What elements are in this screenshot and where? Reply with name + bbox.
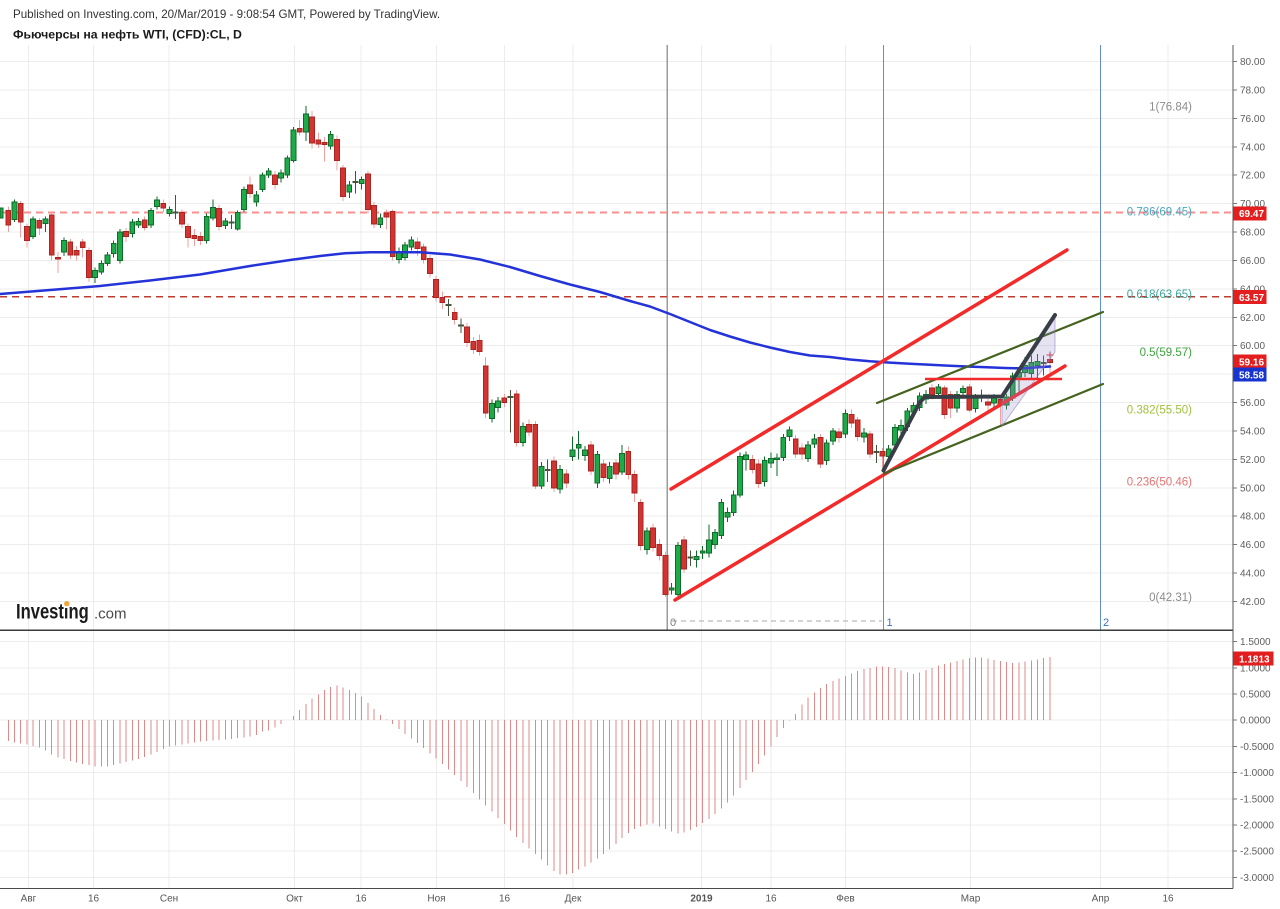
svg-text:68.00: 68.00: [1240, 228, 1265, 239]
svg-text:-0.5000: -0.5000: [1240, 742, 1274, 753]
svg-text:-2.5000: -2.5000: [1240, 847, 1274, 858]
svg-text:16: 16: [1162, 894, 1174, 905]
svg-text:64.00: 64.00: [1240, 284, 1265, 295]
svg-text:0.382(55.50): 0.382(55.50): [1127, 405, 1192, 417]
svg-text:54.00: 54.00: [1240, 427, 1265, 438]
svg-text:Published on Investing.com, 20: Published on Investing.com, 20/Mar/2019 …: [13, 8, 440, 21]
svg-text:66.00: 66.00: [1240, 256, 1265, 267]
svg-text:44.00: 44.00: [1240, 569, 1265, 580]
svg-text:0.618(63.65): 0.618(63.65): [1127, 289, 1192, 301]
svg-text:0.236(50.46): 0.236(50.46): [1127, 476, 1192, 488]
svg-text:Фев: Фев: [836, 894, 854, 905]
svg-text:1: 1: [887, 617, 893, 629]
svg-text:0.5000: 0.5000: [1240, 690, 1271, 701]
svg-text:-2.0000: -2.0000: [1240, 821, 1274, 832]
svg-text:Фьючерсы на нефть WTI, (CFD):C: Фьючерсы на нефть WTI, (CFD):CL, D: [13, 28, 242, 42]
svg-text:Апр: Апр: [1092, 894, 1110, 905]
svg-text:0.786(69.45): 0.786(69.45): [1127, 206, 1192, 218]
svg-text:1.5000: 1.5000: [1240, 637, 1271, 648]
svg-text:.com: .com: [94, 606, 127, 623]
svg-text:52.00: 52.00: [1240, 455, 1265, 466]
svg-text:1.1813: 1.1813: [1239, 654, 1270, 665]
svg-text:76.00: 76.00: [1240, 114, 1265, 125]
svg-text:Сен: Сен: [160, 894, 178, 905]
svg-text:46.00: 46.00: [1240, 540, 1265, 551]
svg-text:0(42.31): 0(42.31): [1149, 592, 1192, 604]
svg-text:Авг: Авг: [21, 894, 37, 905]
svg-text:78.00: 78.00: [1240, 85, 1265, 96]
svg-text:72.00: 72.00: [1240, 171, 1265, 182]
svg-text:80.00: 80.00: [1240, 57, 1265, 68]
svg-text:1(76.84): 1(76.84): [1149, 101, 1192, 113]
svg-text:59.16: 59.16: [1239, 357, 1264, 368]
svg-text:56.00: 56.00: [1240, 398, 1265, 409]
svg-text:60.00: 60.00: [1240, 341, 1265, 352]
svg-text:-1.5000: -1.5000: [1240, 794, 1274, 805]
svg-text:2: 2: [1103, 617, 1109, 629]
svg-text:2019: 2019: [690, 894, 713, 905]
svg-text:63.57: 63.57: [1239, 293, 1264, 304]
svg-text:1.0000: 1.0000: [1240, 663, 1271, 674]
svg-text:42.00: 42.00: [1240, 597, 1265, 608]
svg-text:16: 16: [88, 894, 100, 905]
svg-text:-1.0000: -1.0000: [1240, 768, 1274, 779]
svg-text:Окт: Окт: [286, 894, 303, 905]
svg-text:0.0000: 0.0000: [1240, 716, 1271, 727]
svg-text:69.47: 69.47: [1239, 209, 1264, 220]
svg-text:Дек: Дек: [565, 894, 582, 905]
svg-text:62.00: 62.00: [1240, 313, 1265, 324]
svg-text:70.00: 70.00: [1240, 199, 1265, 210]
svg-text:0.5(59.57): 0.5(59.57): [1140, 347, 1193, 359]
svg-text:Investing: Investing: [16, 601, 89, 624]
svg-text:0: 0: [670, 617, 676, 629]
svg-text:16: 16: [765, 894, 777, 905]
svg-text:74.00: 74.00: [1240, 142, 1265, 153]
svg-text:-3.0000: -3.0000: [1240, 873, 1274, 884]
svg-text:48.00: 48.00: [1240, 512, 1265, 523]
svg-text:50.00: 50.00: [1240, 483, 1265, 494]
svg-text:58.58: 58.58: [1239, 370, 1264, 381]
svg-text:Мар: Мар: [961, 894, 981, 905]
svg-text:16: 16: [355, 894, 367, 905]
svg-text:Ноя: Ноя: [427, 894, 445, 905]
svg-text:16: 16: [499, 894, 511, 905]
